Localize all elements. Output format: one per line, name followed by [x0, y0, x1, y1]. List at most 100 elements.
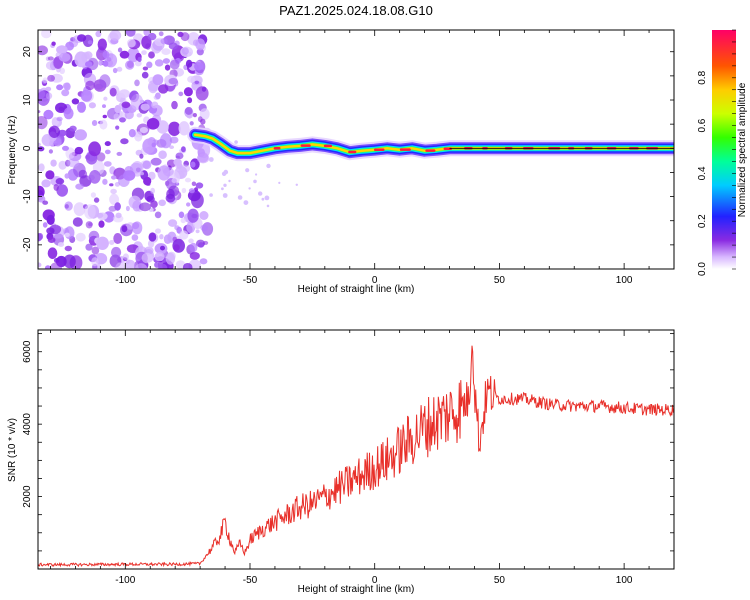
noise-blob [184, 177, 192, 183]
snr-frame [37, 329, 675, 570]
noise-blob [151, 142, 157, 148]
noise-blob [113, 233, 123, 244]
noise-blob [42, 200, 49, 205]
noise-blob [64, 245, 73, 252]
colorbar-tick-label: 0.6 [697, 118, 708, 132]
noise-blob [123, 170, 136, 181]
noise-blob [93, 197, 100, 203]
noise-dot [258, 191, 263, 196]
noise-blob [102, 104, 106, 108]
noise-dot [221, 171, 227, 176]
noise-blob [161, 48, 171, 55]
y-tick-label: 0 [22, 145, 33, 151]
x-tick-label: -100 [115, 575, 135, 586]
noise-blob [188, 238, 194, 244]
x-tick-label: -50 [243, 275, 258, 286]
noise-blob [139, 127, 148, 134]
colorbar-tick-label: 0.0 [697, 262, 708, 276]
noise-blob [61, 89, 70, 97]
noise-blob [163, 234, 172, 244]
noise-blob [169, 59, 180, 70]
noise-blob [171, 100, 178, 110]
noise-blob [117, 47, 123, 53]
noise-blob [142, 160, 152, 170]
noise-blob [91, 246, 100, 255]
noise-blob [56, 84, 64, 91]
noise-blob [63, 254, 76, 269]
noise-blob [85, 80, 95, 91]
spectrogram-frame [37, 29, 675, 270]
noise-blob [178, 91, 184, 97]
noise-blob [154, 59, 164, 67]
noise-blob [180, 217, 187, 224]
noise-blob [71, 98, 80, 105]
noise-blob [150, 157, 162, 166]
colorbar-tick-label: 0.4 [697, 166, 708, 180]
noise-blob [38, 110, 41, 114]
noise-blob [91, 120, 98, 126]
noise-blob [175, 260, 186, 269]
noise-blob [74, 129, 87, 141]
noise-blob [74, 146, 84, 155]
noise-blob [85, 243, 93, 251]
noise-blob [85, 221, 93, 229]
noise-blob [181, 187, 187, 194]
noise-blob [46, 214, 55, 225]
noise-blob [187, 208, 199, 223]
noise-blob [147, 32, 157, 41]
noise-dot [221, 187, 224, 191]
noise-blob [132, 200, 142, 212]
x-tick-label: 50 [494, 275, 506, 286]
noise-blob [104, 141, 111, 147]
noise-blob [120, 138, 129, 145]
noise-blob [109, 87, 117, 97]
noise-blob [99, 74, 111, 88]
noise-blob [67, 158, 80, 168]
noise-blob [65, 147, 75, 160]
noise-blob [49, 262, 62, 269]
noise-dot [223, 183, 227, 187]
y-tick-label: 2000 [22, 485, 33, 508]
noise-blob [173, 244, 180, 251]
x-tick-label: -100 [115, 275, 135, 286]
noise-dot [278, 181, 281, 184]
noise-blob [38, 45, 48, 56]
noise-blob [192, 113, 197, 118]
noise-blob [119, 117, 126, 123]
noise-blob [90, 192, 96, 198]
noise-blob [189, 242, 198, 253]
noise-dot [266, 204, 270, 208]
colorbar-tick-label: 0.2 [697, 214, 708, 228]
noise-blob [154, 252, 165, 262]
noise-blob [132, 221, 143, 235]
noise-blob [48, 149, 54, 154]
noise-blob [138, 202, 152, 212]
noise-blob [142, 138, 156, 154]
noise-blob [91, 257, 99, 267]
x-tick-label: 50 [494, 575, 506, 586]
noise-dot [208, 157, 214, 162]
noise-blob [158, 31, 164, 37]
noise-blob [115, 262, 126, 269]
noise-blob [73, 202, 86, 217]
noise-blob [128, 91, 137, 101]
noise-blob [56, 116, 63, 122]
noise-blob [180, 32, 190, 42]
noise-blob [175, 152, 184, 160]
noise-blob [135, 263, 148, 269]
noise-blob [97, 38, 108, 51]
noise-blob [44, 265, 51, 269]
noise-blob [159, 234, 164, 240]
noise-blob [47, 237, 56, 243]
noise-blob [146, 61, 153, 69]
noise-dot [264, 195, 270, 201]
noise-blob [194, 80, 200, 85]
y-tick-label: -10 [22, 189, 33, 204]
noise-blob [114, 202, 121, 211]
noise-blob [186, 221, 196, 234]
noise-blob [160, 38, 168, 45]
noise-blob [119, 50, 130, 59]
noise-blob [56, 45, 68, 55]
noise-blob [172, 236, 178, 243]
